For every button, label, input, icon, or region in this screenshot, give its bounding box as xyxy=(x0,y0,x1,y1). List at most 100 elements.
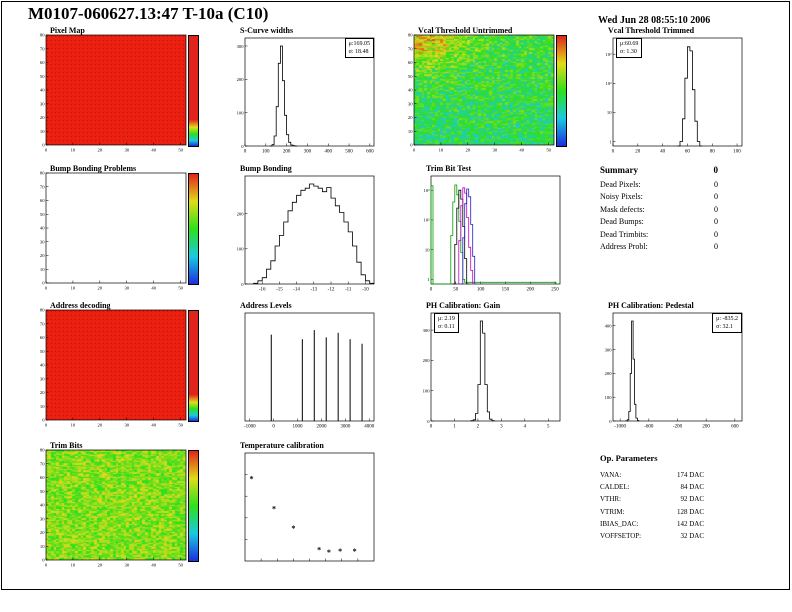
svg-text:3: 3 xyxy=(500,425,503,430)
panel-address-decoding: Address decoding 0 10 20 30 40 50 0 10 20 30 40 50 6… xyxy=(30,301,200,432)
panel-scurve-widths: S-Curve widths 0 100 200 300 400 500 600 0 100 20… xyxy=(228,26,378,157)
address-decoding-colorbar xyxy=(188,310,199,422)
vcal-untrimmed-axes: 0 10 20 30 40 50 0 10 20 30 40 50 60 70 80 xyxy=(408,33,555,153)
summary-row: Dead Trimbits: 0 xyxy=(600,229,718,241)
summary-row: Mask defects: 0 xyxy=(600,204,718,216)
ph-pedestal-title: PH Calibration: Pedestal xyxy=(608,301,694,310)
panel-address-levels: Address Levels -1000 0 1000 2000 3000 4000 xyxy=(228,301,378,432)
trimbit-test-title: Trim Bit Test xyxy=(426,164,472,173)
svg-text:10: 10 xyxy=(71,148,76,153)
summary-value: 0 xyxy=(714,229,718,239)
svg-text:40: 40 xyxy=(519,148,524,153)
svg-text:0: 0 xyxy=(45,563,48,568)
summary-label: Dead Bumps: xyxy=(600,217,644,227)
svg-text:500: 500 xyxy=(345,150,353,155)
svg-text:50: 50 xyxy=(453,288,459,293)
summary-value: 0 xyxy=(714,204,718,214)
svg-text:40: 40 xyxy=(408,88,413,93)
svg-text:-13: -13 xyxy=(310,288,317,293)
svg-text:10: 10 xyxy=(40,129,45,134)
trim-bits-title: Trim Bits xyxy=(50,441,83,450)
svg-text:0: 0 xyxy=(244,150,247,155)
summary-label: Mask defects: xyxy=(600,204,645,214)
svg-text:*: * xyxy=(353,547,357,556)
panel-vcal-untrimmed: Vcal Threshold Untrimmed 0 10 20 30 40 50 0 10 2… xyxy=(398,26,568,157)
bump-problems-title: Bump Bonding Problems xyxy=(50,164,137,173)
svg-text:10²: 10² xyxy=(606,81,613,86)
svg-text:60: 60 xyxy=(408,60,413,65)
summary-row: Noisy Pixels: 0 xyxy=(600,191,718,203)
svg-text:200: 200 xyxy=(283,150,291,155)
summary-row: Address Probl: 0 xyxy=(600,241,718,253)
address-decoding-title: Address decoding xyxy=(50,301,111,310)
svg-text:70: 70 xyxy=(40,461,45,466)
pixel-map-axes: 0 10 20 30 40 50 0 10 20 30 40 50 60 70 80 xyxy=(40,33,187,153)
svg-text:20: 20 xyxy=(98,148,103,153)
svg-text:50: 50 xyxy=(40,349,45,354)
panel-ph-gain: PH Calibration: Gain 0 1 2 3 4 5 0 100 200 300 μ:… xyxy=(414,301,564,432)
svg-text:10³: 10³ xyxy=(606,52,613,57)
svg-text:10: 10 xyxy=(40,267,45,272)
address-levels-plot: -1000 0 1000 2000 3000 4000 xyxy=(244,312,375,430)
op-label: VTRIM: xyxy=(600,507,625,516)
svg-text:70: 70 xyxy=(40,184,45,189)
trimbit-test-plot: 0 50 100 150 200 250 1 10 10² 10³ xyxy=(424,175,561,293)
svg-text:0: 0 xyxy=(241,282,244,287)
svg-text:80: 80 xyxy=(40,171,45,176)
svg-text:20: 20 xyxy=(98,423,103,428)
svg-text:-1000: -1000 xyxy=(614,425,626,430)
svg-text:-16: -16 xyxy=(259,288,266,293)
svg-text:*: * xyxy=(317,546,321,555)
svg-text:20: 20 xyxy=(466,148,471,153)
bump-bonding-plot: -16 -15 -14 -13 -12 -11 -10 0 100 200 xyxy=(237,175,375,293)
svg-text:2000: 2000 xyxy=(316,425,327,430)
svg-text:10: 10 xyxy=(439,148,444,153)
svg-text:150: 150 xyxy=(502,288,510,293)
stats-sigma: σ: 0.11 xyxy=(438,324,455,330)
op-label: CALDEL: xyxy=(600,483,630,492)
svg-text:30: 30 xyxy=(408,101,413,106)
op-value: 32 DAC xyxy=(680,532,704,541)
svg-text:30: 30 xyxy=(124,423,129,428)
svg-text:20: 20 xyxy=(408,115,413,120)
svg-text:30: 30 xyxy=(124,148,129,153)
svg-text:10: 10 xyxy=(71,423,76,428)
svg-text:60: 60 xyxy=(40,198,45,203)
op-parameters-panel: Op. Parameters VANA: 174 DAC CALDEL: 84 … xyxy=(600,453,704,542)
svg-text:70: 70 xyxy=(40,46,45,51)
op-parameters-heading: Op. Parameters xyxy=(600,453,658,463)
timestamp: Wed Jun 28 08:55:10 2006 xyxy=(598,15,711,26)
svg-text:80: 80 xyxy=(40,33,45,38)
summary-label: Noisy Pixels: xyxy=(600,192,643,202)
bump-bonding-title: Bump Bonding xyxy=(240,164,292,173)
ph-pedestal-stats-box: μ: -835.2 σ: 32.1 xyxy=(712,313,742,333)
address-decoding-axes: 0 10 20 30 40 50 0 10 20 30 40 50 60 70 80 xyxy=(40,308,187,428)
bump-problems-colorbar xyxy=(188,173,199,285)
op-parameter-row: VTHR: 92 DAC xyxy=(600,493,704,505)
svg-text:300: 300 xyxy=(237,44,245,49)
panel-vcal-trimmed: Vcal Threshold Trimmed 0 20 40 60 80 100 1 10 10… xyxy=(596,26,746,157)
op-value: 174 DAC xyxy=(676,471,704,479)
page-title: M0107-060627.13:47 T-10a (C10) xyxy=(28,4,269,23)
temperature-plot: * * * * * * * xyxy=(244,452,375,562)
svg-text:30: 30 xyxy=(40,516,45,521)
svg-text:-11: -11 xyxy=(345,288,352,293)
svg-text:400: 400 xyxy=(605,324,613,329)
svg-text:300: 300 xyxy=(304,150,312,155)
svg-text:0: 0 xyxy=(42,558,45,563)
op-value: 84 DAC xyxy=(680,483,704,492)
svg-text:20: 20 xyxy=(98,286,103,291)
pixel-map-colorbar xyxy=(188,35,199,147)
svg-text:40: 40 xyxy=(660,150,666,155)
summary-heading: Summary xyxy=(600,165,638,175)
stats-mean: μ: 2.19 xyxy=(438,316,455,322)
svg-text:10: 10 xyxy=(425,247,430,252)
svg-text:100: 100 xyxy=(262,150,270,155)
svg-text:10: 10 xyxy=(71,563,76,568)
svg-text:0: 0 xyxy=(612,150,615,155)
svg-text:30: 30 xyxy=(124,286,129,291)
svg-text:80: 80 xyxy=(408,33,413,38)
svg-text:30: 30 xyxy=(40,239,45,244)
svg-text:*: * xyxy=(291,524,295,533)
panel-trimbit-test: Trim Bit Test 0 50 100 150 200 250 1 10 10² 10³ xyxy=(414,164,564,295)
